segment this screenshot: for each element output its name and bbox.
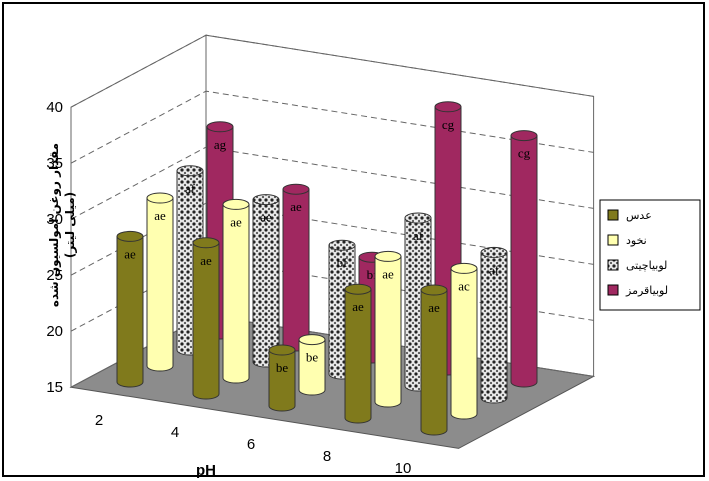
bar-top bbox=[404, 212, 432, 224]
bar-top bbox=[252, 194, 280, 206]
bar-top bbox=[434, 101, 462, 113]
y-tick-label: 30 bbox=[46, 211, 63, 228]
gridline bbox=[70, 202, 594, 276]
bar-top bbox=[282, 183, 310, 195]
bar-top bbox=[510, 130, 538, 142]
bar-top bbox=[480, 246, 508, 258]
x-tick-label: 6 bbox=[247, 436, 255, 453]
bar-top bbox=[222, 198, 250, 210]
bar: ae bbox=[344, 283, 372, 424]
legend-swatch bbox=[607, 234, 619, 246]
bar-data-label: ae bbox=[382, 266, 394, 281]
bar-body bbox=[268, 349, 296, 412]
bar-data-label: be bbox=[306, 350, 319, 365]
legend-entry-label: لوبیاچیتی bbox=[626, 259, 667, 272]
bar: af bbox=[480, 246, 508, 404]
bar-body bbox=[344, 288, 372, 424]
bar-body bbox=[252, 199, 280, 368]
bar-data-label: cg bbox=[442, 117, 455, 132]
bar-data-label: ae bbox=[260, 210, 272, 225]
bar: ae bbox=[374, 250, 402, 408]
bar-data-label: af bbox=[489, 262, 500, 277]
bar-data-label: bf bbox=[367, 267, 379, 282]
bar-body bbox=[298, 339, 326, 396]
bar-top bbox=[116, 230, 144, 242]
bar-top bbox=[206, 121, 234, 133]
bar-body bbox=[480, 251, 508, 404]
bar: ae bbox=[146, 192, 174, 372]
bar-data-label: ae bbox=[154, 208, 166, 223]
gridline bbox=[70, 34, 594, 108]
bar-body bbox=[116, 235, 144, 388]
bar-data-label: ae bbox=[124, 246, 136, 261]
bar-data-label: bf bbox=[337, 255, 349, 270]
bar: cg bbox=[510, 130, 538, 388]
y-tick-label: 15 bbox=[46, 379, 63, 396]
bar-top bbox=[374, 250, 402, 262]
legend: عدس نخود لوبیاچیتی لوبیاقرمز bbox=[599, 199, 701, 311]
bar: be bbox=[268, 344, 296, 412]
bar-top bbox=[344, 283, 372, 295]
bar-body bbox=[420, 289, 448, 436]
bar: ac bbox=[450, 262, 478, 420]
bar-top bbox=[298, 334, 326, 346]
legend-entry-label: نخود bbox=[626, 234, 647, 247]
x-tick-label: 8 bbox=[323, 448, 331, 465]
bar-data-label: ae bbox=[428, 300, 440, 315]
x-tick-label: 4 bbox=[171, 424, 179, 441]
y-axis-label: (میلی لیتر) bbox=[63, 192, 77, 258]
bar-top bbox=[176, 165, 204, 177]
bar-data-label: ag bbox=[214, 137, 227, 152]
y-tick-label: 40 bbox=[46, 99, 63, 116]
bar: ae bbox=[282, 183, 310, 352]
bar-body bbox=[374, 255, 402, 408]
y-tick-label: 20 bbox=[46, 323, 63, 340]
y-tick-label: 25 bbox=[46, 267, 63, 284]
bar-data-label: ae bbox=[200, 253, 212, 268]
legend-entry-label: عدس bbox=[626, 209, 652, 222]
bar-body bbox=[146, 197, 174, 372]
legend-swatch bbox=[607, 284, 619, 296]
bar-top bbox=[192, 237, 220, 249]
bar: ae bbox=[192, 237, 220, 400]
x-tick-label: 2 bbox=[95, 412, 103, 429]
bar-top bbox=[146, 192, 174, 204]
legend-swatch bbox=[607, 209, 619, 221]
bar-data-label: ae bbox=[352, 299, 364, 314]
bar-body bbox=[222, 203, 250, 384]
bar: ae bbox=[252, 194, 280, 368]
bar-data-label: af bbox=[413, 228, 424, 243]
bar-top bbox=[450, 262, 478, 274]
bar-data-label: cg bbox=[518, 146, 531, 161]
bar-body bbox=[450, 267, 478, 420]
bar-top bbox=[268, 344, 296, 356]
bar-data-label: ac bbox=[458, 278, 470, 293]
bar-top bbox=[328, 239, 356, 251]
axes: 15 20 25 30 35 40 2 4 6 8 10 pH مقدار روغن امولسیون … bbox=[46, 99, 411, 479]
legend-entry-label: لوبیاقرمز bbox=[625, 284, 668, 297]
bar-data-label: ae bbox=[290, 199, 302, 214]
y-axis-label: مقدار روغن امولسیون شده bbox=[47, 143, 62, 307]
gridline bbox=[70, 90, 594, 164]
bar-top bbox=[420, 284, 448, 296]
bar: ae bbox=[116, 230, 144, 388]
legend-swatch bbox=[607, 259, 619, 271]
bar: ae bbox=[420, 284, 448, 436]
x-tick-label: 10 bbox=[395, 460, 412, 477]
bar: ae bbox=[222, 198, 250, 384]
bar-body bbox=[510, 135, 538, 388]
y-tick-label: 35 bbox=[46, 155, 63, 172]
gridline bbox=[70, 146, 594, 220]
bar: be bbox=[298, 334, 326, 396]
bar-data-label: be bbox=[276, 360, 289, 375]
bar-data-label: ae bbox=[230, 214, 242, 229]
bar-data-label: af bbox=[185, 181, 196, 196]
x-axis-label: pH bbox=[196, 462, 216, 479]
bar-body bbox=[192, 242, 220, 400]
